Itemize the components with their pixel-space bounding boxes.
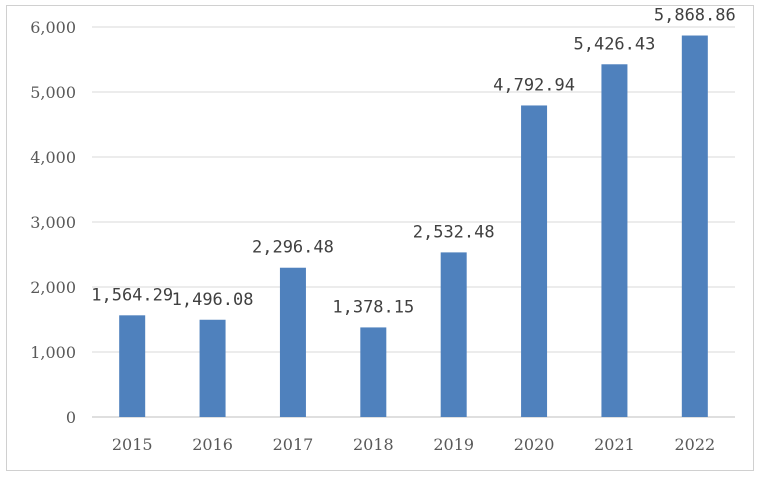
bar-2016 xyxy=(199,319,226,417)
x-tick-label: 2015 xyxy=(112,435,153,454)
data-label-2018: 1,378.15 xyxy=(332,297,414,317)
x-tick-label: 2018 xyxy=(353,435,394,454)
data-label-2016: 1,496.08 xyxy=(172,290,254,310)
data-labels: 1,564.291,496.08 2,296.48 1,378.15 2,532.48… xyxy=(91,6,736,318)
bar-2022 xyxy=(681,35,708,417)
bar-2021 xyxy=(601,64,628,418)
data-label-2017: 2,296.48 xyxy=(252,238,334,258)
y-tick-label: 2,000 xyxy=(30,278,76,297)
y-tick-label: 4,000 xyxy=(30,148,76,167)
y-tick-label: 5,000 xyxy=(30,83,76,102)
bar-2015 xyxy=(119,315,146,417)
x-tick-label: 2019 xyxy=(433,435,474,454)
x-tick-label: 2017 xyxy=(273,435,314,454)
x-axis-tick-labels: 2015 2016 2017 2018 2019 2020 2021 2022 xyxy=(112,435,715,454)
bar-2018 xyxy=(360,327,387,417)
bar-2019 xyxy=(440,252,467,417)
gridlines xyxy=(92,26,735,418)
y-tick-label: 1,000 xyxy=(30,343,76,362)
x-tick-label: 2022 xyxy=(674,435,715,454)
bar-2017 xyxy=(279,267,306,417)
y-tick-label: 0 xyxy=(66,408,76,427)
data-label-2022: 5,868.86 xyxy=(654,6,736,26)
x-tick-label: 2021 xyxy=(594,435,635,454)
x-tick-label: 2016 xyxy=(192,435,233,454)
bars xyxy=(119,35,708,418)
data-label-2020: 4,792.94 xyxy=(493,75,575,95)
x-tick-label: 2020 xyxy=(514,435,555,454)
y-tick-label: 6,000 xyxy=(30,18,76,37)
bar-2020 xyxy=(521,105,548,418)
y-tick-label: 3,000 xyxy=(30,213,76,232)
data-label-2019: 2,532.48 xyxy=(413,222,495,242)
data-label-2021: 5,426.43 xyxy=(573,34,655,54)
data-label-2015: 1,564.29 xyxy=(91,285,173,305)
y-axis-tick-labels: 0 1,000 2,000 3,000 4,000 5,000 6,000 xyxy=(30,18,76,427)
